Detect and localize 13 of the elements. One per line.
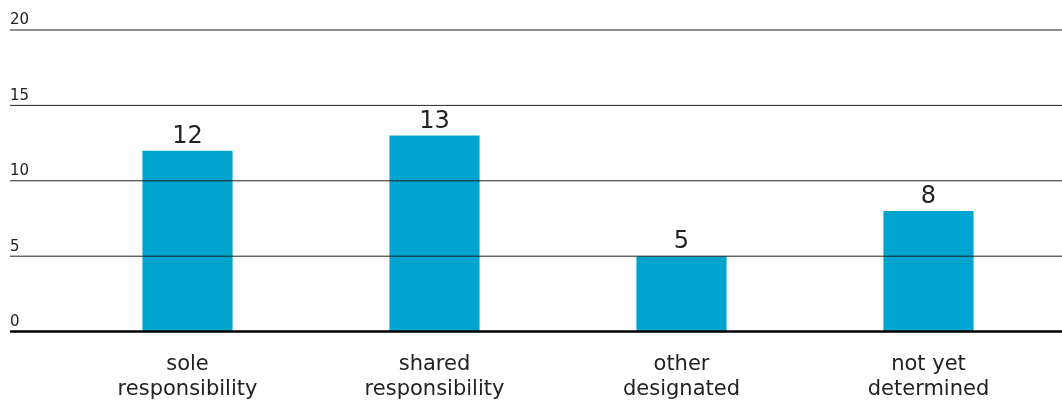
x-tick-label: not yet determined <box>867 350 990 400</box>
y-tick-label: 20 <box>10 10 30 29</box>
y-tick-label: 10 <box>10 161 30 180</box>
data-label: 12 <box>172 120 203 149</box>
x-tick-label: other designated <box>622 350 741 400</box>
x-tick-label: sole responsibility <box>117 350 258 400</box>
y-tick-label: 0 <box>10 311 20 330</box>
y-tick-label: 15 <box>10 85 30 104</box>
data-label: 13 <box>419 105 450 134</box>
y-tick-label: 5 <box>10 236 20 255</box>
data-label: 8 <box>920 181 937 210</box>
data-label: 5 <box>673 226 690 255</box>
x-tick-label: shared responsibility <box>364 350 505 400</box>
